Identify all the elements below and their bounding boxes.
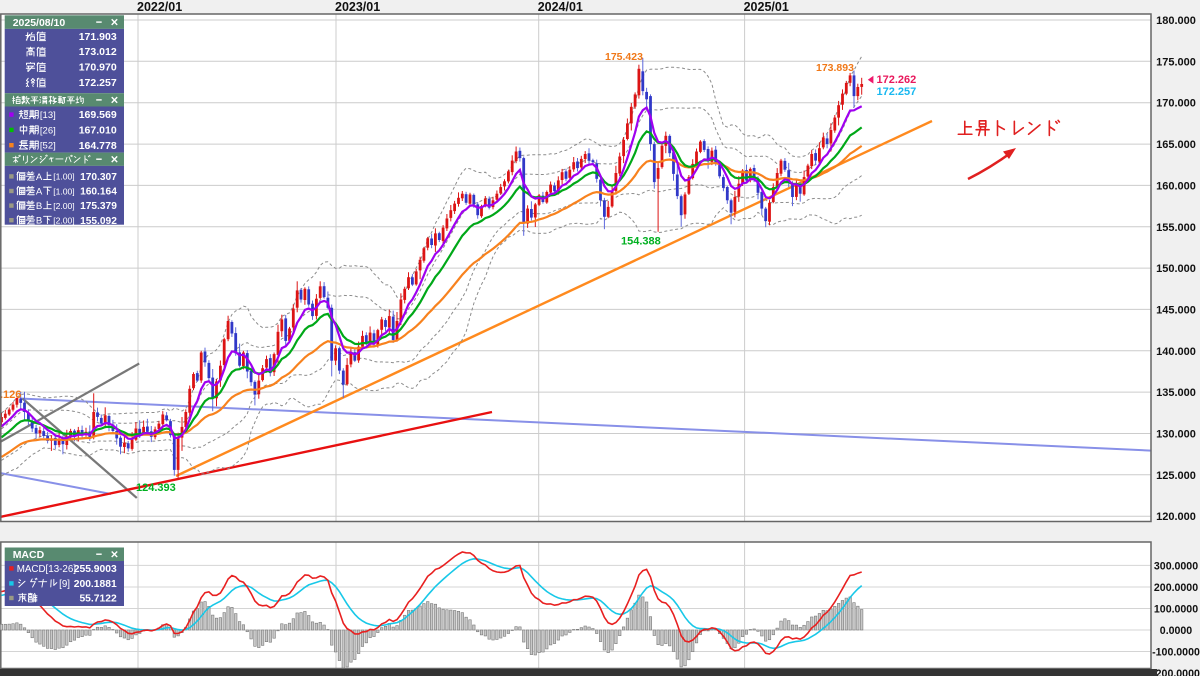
svg-text:[26]: [26] [40,125,56,136]
svg-text:170.307: 170.307 [80,172,117,183]
svg-text:.126: .126 [0,389,21,401]
svg-text:124.393: 124.393 [136,482,176,494]
svg-text:B: B [36,216,42,227]
svg-text:135.000: 135.000 [1156,387,1196,399]
svg-text:-100.0000: -100.0000 [1152,647,1200,659]
svg-text:172.262: 172.262 [877,74,917,86]
svg-text:170.970: 170.970 [79,62,117,74]
svg-text:0.0000: 0.0000 [1160,625,1193,637]
svg-text:154.388: 154.388 [621,236,661,248]
svg-text:200.0000: 200.0000 [1154,582,1198,594]
svg-text:171.903: 171.903 [79,31,117,43]
svg-text:170.000: 170.000 [1156,98,1196,110]
svg-text:175.000: 175.000 [1156,56,1196,68]
svg-text:165.000: 165.000 [1156,139,1196,151]
svg-text:172.257: 172.257 [877,86,917,98]
svg-text:175.379: 175.379 [80,201,117,212]
svg-text:2025/08/10: 2025/08/10 [13,17,66,29]
svg-text:150.000: 150.000 [1156,263,1196,275]
svg-text:180.000: 180.000 [1156,15,1196,27]
svg-text:172.257: 172.257 [79,77,117,89]
svg-text:[13]: [13] [40,110,56,121]
svg-text:255.9003: 255.9003 [74,564,117,575]
svg-text:55.7122: 55.7122 [79,594,116,605]
svg-text:2023/01: 2023/01 [335,0,380,14]
svg-text:155.092: 155.092 [80,216,117,227]
svg-text:[1.00]: [1.00] [53,172,75,182]
svg-text:[52]: [52] [40,141,56,152]
svg-text:169.569: 169.569 [79,109,117,121]
svg-text:[1.00]: [1.00] [53,186,75,196]
svg-text:140.000: 140.000 [1156,346,1196,358]
svg-text:173.893: 173.893 [816,62,854,74]
svg-text:B: B [36,201,42,212]
svg-text:A: A [36,186,43,197]
svg-text:A: A [36,172,43,183]
svg-text:[2.00]: [2.00] [53,201,75,211]
svg-text:160.000: 160.000 [1156,180,1196,192]
svg-text:2025/01: 2025/01 [744,0,789,14]
svg-text:167.010: 167.010 [79,125,117,137]
svg-text:300.0000: 300.0000 [1154,560,1198,572]
svg-text:164.778: 164.778 [79,140,117,152]
svg-text:2024/01: 2024/01 [538,0,583,14]
svg-text:200.1881: 200.1881 [74,579,117,590]
svg-text:[2.00]: [2.00] [53,216,75,226]
svg-text:160.164: 160.164 [80,187,117,198]
svg-text:155.000: 155.000 [1156,222,1196,234]
svg-text:120.000: 120.000 [1156,511,1196,523]
svg-text:MACD[13-26]: MACD[13-26] [17,564,77,575]
svg-text:175.423: 175.423 [605,51,643,63]
svg-text:125.000: 125.000 [1156,470,1196,482]
svg-text:-200.0000: -200.0000 [1152,668,1200,676]
svg-text:173.012: 173.012 [79,46,117,58]
svg-text:100.0000: 100.0000 [1154,604,1198,616]
svg-text:130.000: 130.000 [1156,429,1196,441]
svg-text:2022/01: 2022/01 [137,0,182,14]
svg-text:MACD: MACD [13,549,45,561]
svg-text:[9]: [9] [59,579,70,590]
svg-text:145.000: 145.000 [1156,304,1196,316]
